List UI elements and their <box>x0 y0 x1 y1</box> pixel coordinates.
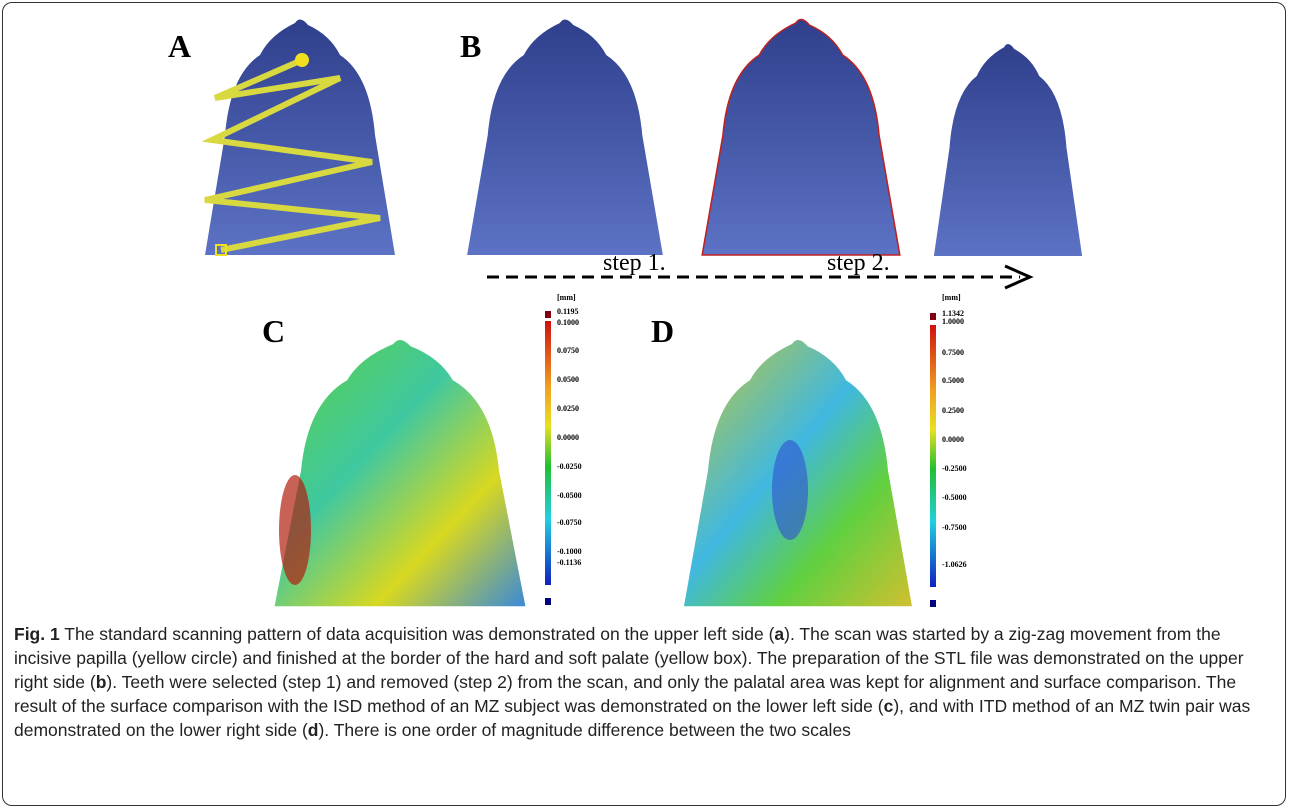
colorbar-d-top <box>930 313 936 320</box>
scale-unit: [mm] <box>942 293 961 302</box>
start-circle <box>295 53 309 67</box>
colorbar-c-bottom <box>545 598 551 605</box>
scale-label: -0.0250 <box>557 462 582 471</box>
panel-label: D <box>651 313 674 349</box>
scale-label: 0.0000 <box>942 435 964 444</box>
scale-label: 1.0000 <box>942 317 964 326</box>
caption-text: ). There is one order of magnitude diffe… <box>318 720 850 740</box>
scale-label: 0.1195 <box>557 307 579 316</box>
hot-spot <box>279 475 311 585</box>
scale-label: 0.0750 <box>557 346 579 355</box>
caption: Fig. 1 The standard scanning pattern of … <box>14 622 1276 742</box>
panel-label: C <box>262 313 285 349</box>
panel-label: A <box>168 28 191 64</box>
scale-label: 0.5000 <box>942 376 964 385</box>
panel-label: B <box>460 28 481 64</box>
caption-text: The standard scanning pattern of data ac… <box>60 624 775 644</box>
heatmap-c <box>275 340 526 606</box>
scale-label: -0.2500 <box>942 464 967 473</box>
scale-label: 0.7500 <box>942 348 964 357</box>
page: A B C D step 1. step 2. [mm] 0.1195 0.1000… <box>0 0 1290 810</box>
scale-label: 0.2500 <box>942 406 964 415</box>
scale-label: -0.5000 <box>942 493 967 502</box>
scale-label: -0.7500 <box>942 523 967 532</box>
scale-label: 0.0250 <box>557 404 579 413</box>
palate-b1 <box>467 19 663 255</box>
colorbar-d-bottom <box>930 600 936 607</box>
colorbar-c-top <box>545 311 551 318</box>
scale-label: 0.0500 <box>557 375 579 384</box>
caption-text: d <box>308 720 319 740</box>
figure: A B C D step 1. step 2. [mm] 0.1195 0.1000… <box>0 0 1290 615</box>
palate-b2 <box>702 19 900 255</box>
caption-text: a <box>774 624 784 644</box>
scale-label: -0.0750 <box>557 518 582 527</box>
scale-label: -0.1000 <box>557 547 582 556</box>
cold-spot <box>772 440 808 540</box>
colorbar-d <box>930 325 936 587</box>
caption-text: b <box>96 672 107 692</box>
step-label: step 2. <box>827 250 890 276</box>
scale-unit: [mm] <box>557 293 576 302</box>
scale-label: 0.0000 <box>557 433 579 442</box>
step-label: step 1. <box>603 250 666 276</box>
scale-label: 0.1000 <box>557 318 579 327</box>
caption-text: c <box>884 696 894 716</box>
scale-label: -1.0626 <box>942 560 967 569</box>
scale-label: -0.1136 <box>557 558 581 567</box>
caption-label: Fig. 1 <box>14 624 60 644</box>
scale-label: -0.0500 <box>557 491 582 500</box>
colorbar-c <box>545 321 551 585</box>
palate-b3 <box>934 44 1082 256</box>
